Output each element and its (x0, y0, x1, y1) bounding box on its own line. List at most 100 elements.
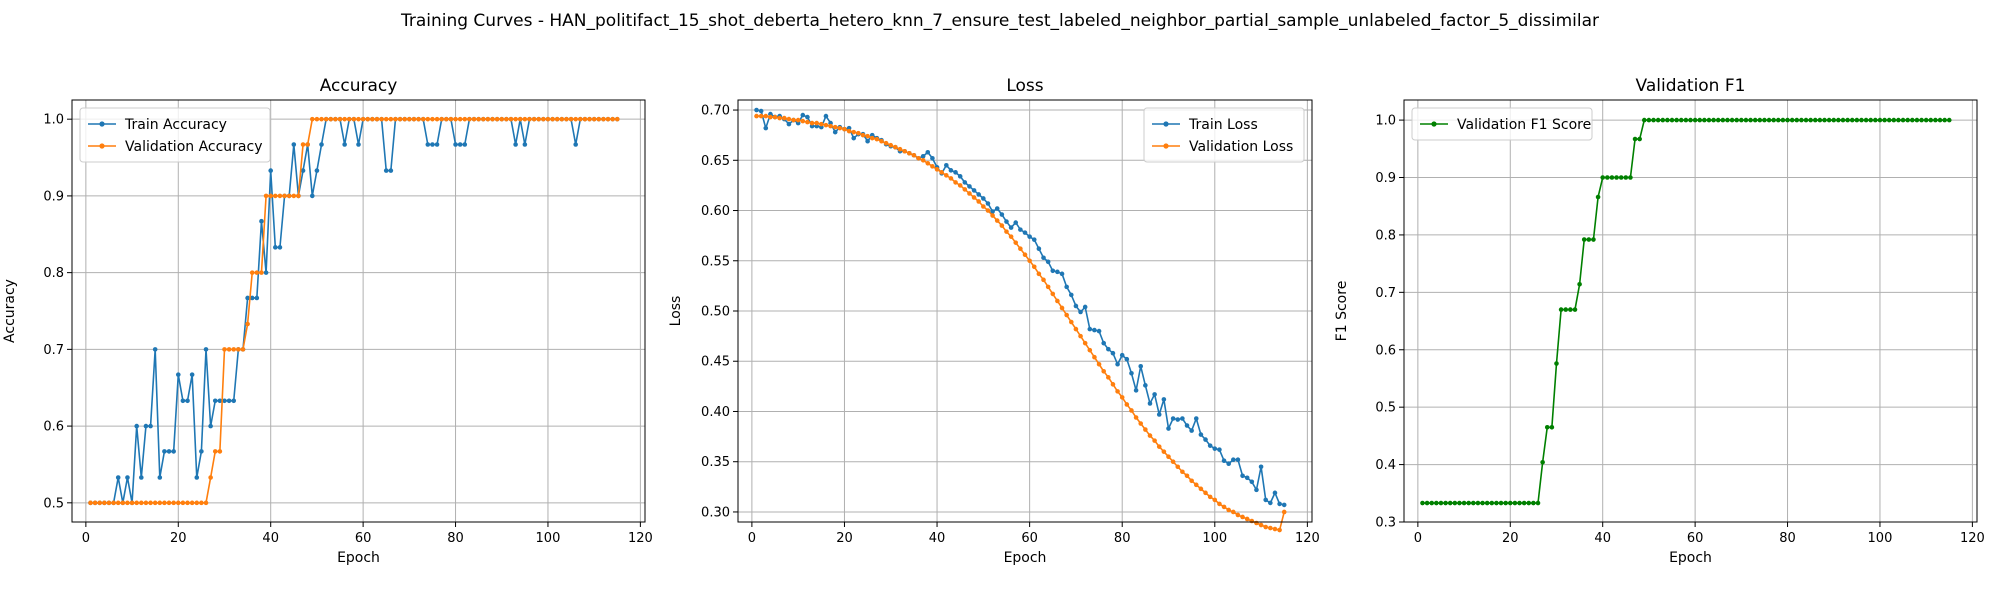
chart-0-validation-accuracy-point (573, 116, 578, 122)
chart-1-train-loss-point (865, 138, 870, 144)
chart-2-validation-f1-score-point (1521, 500, 1527, 506)
chart-0-validation-accuracy-point (485, 116, 491, 122)
chart-2-validation-f1-score-point (1535, 500, 1541, 506)
chart-0-validation-accuracy-point (360, 116, 366, 122)
chart-0-x-axis-label: Epoch (337, 550, 380, 566)
chart-0-axes-frame (71, 99, 646, 523)
chart-1-train-loss-point (805, 114, 810, 120)
chart-1-validation-loss-point (1027, 258, 1032, 264)
chart-2-validation-f1-score-point (1434, 500, 1439, 506)
chart-1-train-loss-point (1045, 259, 1051, 265)
chart-0-train-accuracy-point (125, 475, 130, 480)
chart-2-y-tick-label: 0.7 (1375, 286, 1396, 301)
chart-0-x-tick-label: 0 (82, 531, 90, 546)
chart-2-validation-f1-score-point (1660, 117, 1666, 123)
chart-1-train-loss-point (930, 155, 935, 161)
chart-0-train-accuracy-point (189, 372, 195, 377)
chart-1-validation-loss-point (1013, 240, 1019, 245)
chart-0-train-accuracy-point (212, 398, 218, 404)
chart-2-validation-f1-score-point (1789, 117, 1795, 123)
chart-2-y-tick-label: 0.8 (1375, 228, 1396, 243)
chart-2-validation-f1-score-point (1914, 117, 1920, 123)
chart-0-train-accuracy-point (203, 347, 209, 352)
chart-0-validation-accuracy-point (522, 116, 528, 122)
chart-1-validation-loss-point (879, 138, 884, 144)
chart-1-validation-loss-point (1138, 421, 1144, 426)
chart-1-validation-loss-point (971, 195, 977, 200)
chart-1-train-loss-point (1064, 284, 1069, 290)
chart-0-train-accuracy-point (115, 475, 121, 480)
chart-1-validation-loss-point (1193, 482, 1199, 488)
chart-1-title: Loss (1006, 76, 1043, 96)
chart-1-validation-loss-point (1087, 347, 1093, 353)
chart-1-validation-loss-point (1110, 382, 1116, 387)
chart-2-validation-f1-score-point (1480, 500, 1485, 506)
chart-2-validation-f1-score-point (1748, 117, 1753, 123)
chart-2-validation-f1-score-point (1831, 117, 1837, 123)
chart-1-train-loss-point (1180, 416, 1185, 421)
chart-0-validation-accuracy-point (476, 116, 481, 122)
chart-0-validation-accuracy-point (513, 116, 518, 122)
chart-0-validation-accuracy-point (277, 193, 283, 199)
chart-0-validation-accuracy-point (490, 116, 495, 122)
chart-1-validation-loss-point (1254, 520, 1259, 526)
chart-0-train-accuracy-point (268, 168, 274, 173)
chart-1-validation-loss-point (939, 170, 944, 175)
chart-0-validation-accuracy-point (346, 116, 352, 122)
chart-2-x-tick-label: 80 (1779, 531, 1796, 546)
chart-0-validation-accuracy-point (550, 116, 555, 122)
chart-1-train-loss-point (1152, 392, 1157, 397)
chart-1-validation-loss-point (809, 120, 815, 126)
chart-2-validation-f1-score-point (1503, 500, 1508, 506)
chart-0-x-tick-label: 20 (170, 531, 187, 546)
chart-0-train-accuracy-point (217, 398, 223, 404)
chart-1-legend-label: Validation Loss (1189, 139, 1293, 155)
chart-0-validation-accuracy-point (536, 116, 542, 122)
chart-2-validation-f1-score-point (1568, 307, 1573, 312)
chart-2-validation-f1-score-point (1762, 117, 1767, 123)
chart-1-train-loss-point (976, 192, 982, 197)
chart-1-validation-loss-point (768, 114, 773, 120)
chart-1-train-loss-point (1147, 401, 1153, 406)
chart-2-validation-f1-score-point (1683, 117, 1689, 123)
chart-0-train-accuracy-point (273, 245, 278, 250)
chart-1-train-loss-point (1087, 326, 1093, 332)
chart-1-train-loss-point (1022, 230, 1028, 235)
chart-1-train-loss-point (786, 121, 792, 127)
chart-1-validation-loss-point (1092, 354, 1097, 360)
chart-1-validation-loss-point (1212, 497, 1218, 503)
chart-0-validation-accuracy-point (582, 116, 588, 122)
chart-1-train-loss-point (1281, 502, 1287, 508)
chart-0-train-accuracy-point (342, 142, 347, 147)
chart-0-validation-accuracy-point (305, 142, 310, 147)
chart-2-validation-f1-score-point (1854, 117, 1860, 123)
chart-0-y-tick-label: 0.5 (43, 496, 64, 511)
chart-1-validation-loss-point (754, 113, 759, 119)
chart-0-train-accuracy-point (222, 398, 227, 404)
chart-2-validation-f1-score-point (1946, 117, 1952, 123)
chart-0-train-accuracy-point (513, 142, 518, 147)
chart-0-validation-accuracy-point (286, 193, 292, 199)
chart-0-validation-accuracy-point (314, 116, 320, 122)
chart-2-y-tick-label: 0.9 (1375, 171, 1396, 186)
chart-1-train-loss-point (981, 196, 986, 201)
chart-2-validation-f1-score-point (1919, 117, 1924, 123)
chart-1-train-loss-point (1092, 327, 1097, 333)
chart-1-validation-loss-point (772, 114, 778, 120)
chart-2-validation-f1-score-point (1877, 117, 1883, 123)
chart-1-train-loss-point (1101, 340, 1106, 346)
chart-2-validation-f1-score-point (1507, 500, 1513, 506)
chart-0-y-tick-label: 1.0 (43, 113, 64, 128)
chart-0-train-accuracy-point (314, 168, 320, 173)
chart-0-train-accuracy-point (180, 398, 186, 404)
chart-1-validation-loss-point (1082, 340, 1088, 346)
chart-0-train-accuracy-point (277, 245, 283, 250)
chart-1-validation-loss-point (985, 208, 991, 213)
chart-1-validation-loss-point (897, 146, 903, 152)
chart-2-validation-f1-score-point (1494, 500, 1499, 506)
chart-1-validation-loss-point (860, 132, 866, 138)
chart-1-train-loss-point (944, 163, 949, 168)
chart-0-train-accuracy-line (90, 118, 618, 504)
chart-2-validation-f1-score-point (1743, 117, 1749, 123)
chart-0-validation-accuracy-point (610, 116, 615, 122)
